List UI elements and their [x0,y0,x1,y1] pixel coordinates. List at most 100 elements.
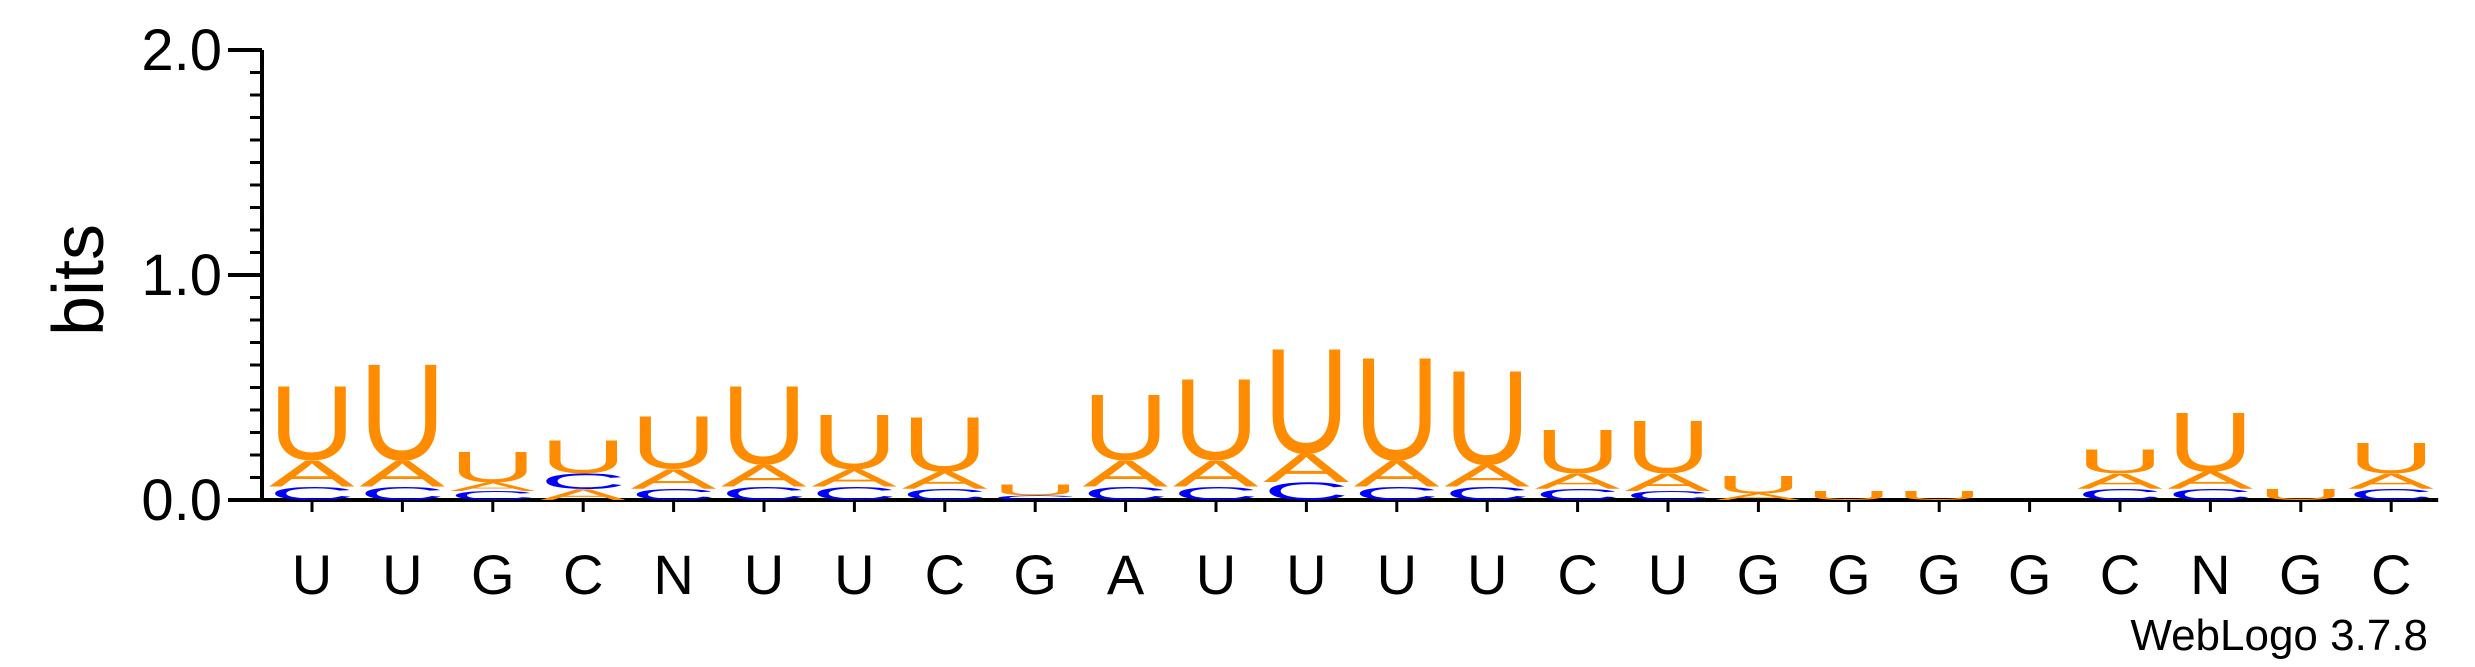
svg-text:A: A [2348,469,2434,493]
logo-glyph-u: U [1263,317,1349,485]
x-tick-label: C [2100,543,2140,606]
y-axis-label: bits [39,224,119,336]
x-tick-label: N [2190,543,2230,606]
svg-text:U: U [1173,355,1259,484]
svg-text:U: U [269,363,355,482]
x-tick-label: G [1013,543,1057,606]
svg-text:C: C [359,483,445,504]
x-tick-label: G [1737,543,1781,606]
x-tick-label: C [925,543,965,606]
svg-text:C: C [1444,483,1530,504]
logo-glyph-c: C [450,489,536,503]
logo-glyph-c: C [359,483,445,504]
svg-text:C: C [721,483,807,504]
svg-text:A: A [540,486,626,503]
svg-text:C: C [992,494,1078,501]
svg-text:U: U [2167,395,2253,489]
logo-glyph-a: A [450,480,536,494]
logo-glyph-u: U [2258,486,2344,503]
svg-text:U: U [1896,489,1982,503]
svg-text:C: C [1173,483,1259,504]
y-tick-label: 0.0 [141,468,222,533]
x-tick-label: U [382,543,422,606]
x-tick-label: U [744,543,784,606]
svg-text:U: U [359,337,445,490]
logo-glyph-c: C [1535,486,1621,503]
svg-text:U: U [811,399,897,486]
svg-text:C: C [1354,483,1440,504]
x-tick-label: C [2371,543,2411,606]
svg-text:U: U [721,362,807,488]
svg-text:C: C [1625,489,1711,503]
logo-glyph-a: A [1715,492,1801,502]
logo-glyph-c: C [269,483,355,504]
svg-text:A: A [1444,458,1531,493]
x-tick-label: G [1917,543,1961,606]
svg-text:U: U [631,401,717,485]
svg-text:A: A [2167,466,2253,494]
logo-glyph-a: A [269,453,355,495]
logo-glyph-c: C [2348,486,2434,503]
logo-glyph-u: U [2167,395,2253,489]
svg-text:U: U [1625,406,1711,490]
logo-glyph-u: U [540,431,626,483]
logo-glyph-u: U [269,363,355,482]
logo-glyph-u: U [359,337,445,490]
svg-text:C: C [1083,483,1169,504]
svg-text:A: A [2077,469,2163,493]
x-tick-label: U [1467,543,1507,606]
logo-glyph-a: A [631,463,717,494]
logo-glyph-u: U [721,362,807,488]
logo-glyph-a: A [1173,453,1259,495]
svg-text:A: A [631,463,717,494]
logo-glyph-c: C [540,469,626,494]
logo-glyph-c: C [1354,483,1440,504]
logo-glyph-u: U [1354,328,1440,492]
svg-text:C: C [2167,486,2253,503]
logo-glyph-a: A [2348,469,2434,493]
logo-glyph-u: U [992,481,1078,498]
logo-glyph-a: A [359,453,445,495]
logo-glyph-a: A [1263,446,1349,491]
y-tick-label: 2.0 [141,18,222,83]
x-tick-label: U [1377,543,1417,606]
logo-glyph-u: U [450,443,536,492]
logo-glyph-u: U [902,401,988,488]
x-tick-label: U [1286,543,1326,606]
svg-text:U: U [1535,417,1621,487]
y-axis: 0.0 1.0 2.0 [141,18,2439,533]
svg-text:U: U [2258,486,2344,503]
svg-text:A: A [1715,492,1801,502]
logo-glyph-u: U [1173,355,1259,484]
logo-glyph-a: A [1625,468,1711,496]
x-tick-label: C [563,543,603,606]
y-tick-label: 1.0 [141,243,222,308]
logo-glyph-u: U [811,399,897,486]
logo-glyph-a: A [1444,458,1531,493]
svg-text:C: C [450,489,536,503]
svg-text:A: A [1625,468,1711,496]
x-tick-label: A [1107,543,1145,606]
logo-glyph-c: C [1173,483,1259,504]
svg-text:U: U [1806,489,1892,503]
svg-text:U: U [2348,434,2434,483]
x-tick-label: G [2008,543,2052,606]
x-tick-label: C [1557,543,1597,606]
logo-glyph-c: C [1083,483,1169,504]
svg-text:A: A [1173,453,1259,495]
svg-text:A: A [1083,453,1169,495]
x-tick-label: G [471,543,515,606]
logo-glyph-a: A [902,466,988,494]
svg-text:A: A [721,458,808,493]
svg-text:U: U [902,401,988,488]
logo-glyph-c: C [631,486,717,503]
logo-glyph-c: C [1625,489,1711,503]
x-tick-label: U [292,543,332,606]
svg-text:C: C [631,486,717,503]
svg-text:C: C [811,483,897,504]
svg-text:A: A [811,464,897,492]
x-tick-label: G [2279,543,2323,606]
logo-glyph-c: C [1444,483,1530,504]
